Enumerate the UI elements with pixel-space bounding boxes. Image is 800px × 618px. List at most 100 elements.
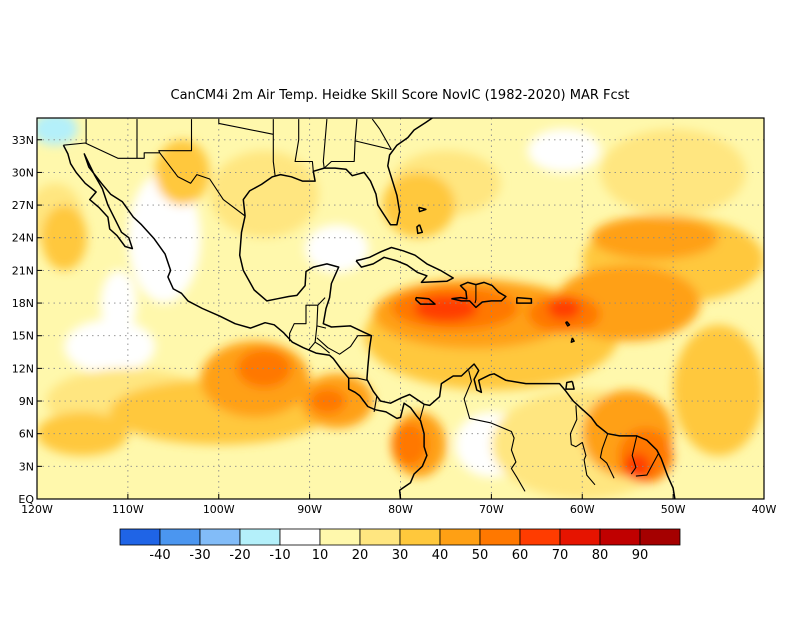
lon-tick-label: 40W — [752, 503, 777, 516]
lat-tick-label: 24N — [12, 232, 34, 245]
coastline — [417, 206, 427, 213]
skill-region — [547, 297, 581, 320]
lat-tick-label: 30N — [12, 166, 34, 179]
colorbar-label: -10 — [269, 548, 290, 563]
colorbar-label: -30 — [189, 548, 210, 563]
colorbar-swatch — [399, 528, 441, 546]
lon-tick-label: 50W — [661, 503, 686, 516]
colorbar-swatch — [559, 528, 601, 546]
colorbar-label: 20 — [352, 548, 369, 563]
skill-region — [155, 139, 210, 206]
coastline — [565, 380, 575, 390]
coastline — [62, 144, 428, 499]
lon-tick-label: 100W — [203, 503, 235, 516]
coastline — [242, 118, 433, 226]
colorbar-swatch — [199, 528, 241, 546]
lon-tick-label: 110W — [112, 503, 144, 516]
skill-region — [382, 172, 456, 238]
border-line — [158, 119, 193, 154]
lon-tick-label: 80W — [388, 503, 413, 516]
lon-tick-label: 120W — [21, 503, 53, 516]
border-line — [63, 142, 246, 217]
coastline — [565, 321, 571, 327]
skill-region — [37, 118, 78, 146]
border-line — [314, 341, 330, 354]
border-line — [463, 370, 526, 492]
colorbar: -40 -30 -20 -10 10 20 30 40 50 60 70 80 90 — [119, 528, 681, 563]
latitude-tick-labels: EQ 3N 6N 9N 12N 15N 18N 21N 24N 27N 30N 33N — [12, 134, 42, 506]
colorbar-label: 50 — [472, 548, 489, 563]
colorbar-swatch — [479, 528, 521, 546]
border-line — [569, 405, 596, 486]
colorbar-label: 80 — [592, 548, 609, 563]
colorbar-swatch — [599, 528, 641, 546]
colorbar-swatch — [319, 528, 361, 546]
colorbar-label: -20 — [229, 548, 250, 563]
lat-tick-label: 6N — [19, 428, 34, 441]
coastline — [516, 296, 533, 304]
border-line — [599, 433, 615, 479]
border-line — [272, 119, 276, 176]
lat-tick-label: 21N — [12, 264, 34, 277]
colorbar-swatch — [519, 528, 561, 546]
colorbar-label: 40 — [432, 548, 449, 563]
colorbar-swatch — [639, 528, 681, 546]
coastline — [451, 281, 507, 309]
skill-region — [209, 150, 319, 238]
colorbar-label: 30 — [392, 548, 409, 563]
skill-region — [305, 224, 369, 273]
coastline — [416, 224, 424, 235]
skill-region — [236, 348, 292, 388]
skill-score-field — [37, 118, 764, 499]
skill-region — [600, 128, 746, 216]
lat-tick-label: 15N — [12, 330, 34, 343]
border-line — [635, 453, 660, 477]
lon-tick-label: 70W — [479, 503, 504, 516]
colorbar-label: 90 — [632, 548, 649, 563]
colorbar-label: -40 — [149, 548, 170, 563]
skill-region — [64, 319, 156, 374]
colorbar-label: 10 — [312, 548, 329, 563]
colorbar-swatch — [439, 528, 481, 546]
colorbar-swatch — [159, 528, 201, 546]
coastlines — [62, 118, 676, 499]
lat-tick-label: EQ — [18, 493, 34, 506]
border-line — [630, 435, 638, 475]
lon-tick-label: 60W — [570, 503, 595, 516]
border-line — [354, 140, 392, 151]
coastline — [238, 215, 676, 499]
longitude-tick-labels: 120W 110W 100W 90W 80W 70W 60W 50W 40W — [21, 494, 777, 516]
coastline — [415, 296, 436, 305]
border-line — [322, 119, 328, 169]
skill-region — [100, 270, 137, 336]
coastline — [355, 246, 454, 284]
border-line — [371, 118, 392, 150]
colorbar-swatch — [359, 528, 401, 546]
coastline — [570, 337, 575, 343]
colorbar-label: 70 — [552, 548, 569, 563]
political-borders — [63, 118, 660, 492]
skill-region — [527, 128, 601, 173]
lat-tick-label: 33N — [12, 134, 34, 147]
lat-tick-label: 9N — [19, 395, 34, 408]
map-title: CanCM4i 2m Air Temp. Heidke Skill Score … — [171, 88, 630, 103]
skill-region — [414, 295, 478, 322]
lon-tick-label: 90W — [297, 503, 322, 516]
border-line — [316, 335, 372, 355]
skill-region — [309, 387, 346, 415]
lat-tick-label: 18N — [12, 297, 34, 310]
lat-tick-label: 27N — [12, 199, 34, 212]
colorbar-label: 60 — [512, 548, 529, 563]
lat-tick-label: 12N — [12, 362, 34, 375]
skill-region — [673, 324, 764, 456]
plot-area — [37, 118, 764, 499]
border-line — [294, 119, 314, 172]
colorbar-swatch — [279, 528, 321, 546]
colorbar-swatch — [119, 528, 161, 546]
skill-region — [41, 205, 87, 271]
lat-tick-label: 3N — [19, 460, 34, 473]
colorbar-swatch — [239, 528, 281, 546]
border-line — [474, 284, 477, 304]
grid-lines — [37, 118, 764, 499]
